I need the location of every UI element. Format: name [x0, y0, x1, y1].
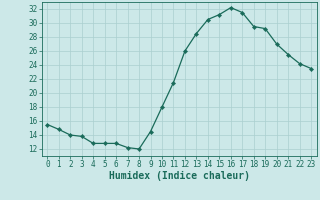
X-axis label: Humidex (Indice chaleur): Humidex (Indice chaleur)	[109, 171, 250, 181]
